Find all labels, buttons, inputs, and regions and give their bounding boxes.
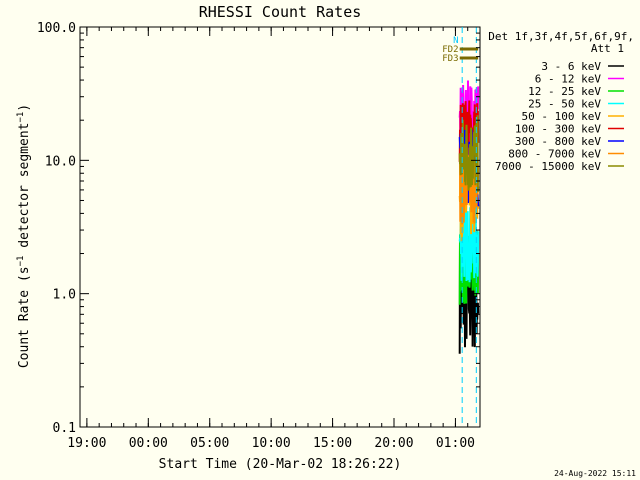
legend-label: 300 - 800 keV bbox=[515, 135, 601, 148]
x-tick-label: 20:00 bbox=[374, 436, 413, 451]
legend-attenuator: Att 1 bbox=[591, 42, 624, 55]
flag-label: FD3 bbox=[442, 54, 458, 64]
flag-label: N bbox=[453, 36, 458, 46]
y-tick-label: 100.0 bbox=[37, 21, 76, 36]
legend-label: 50 - 100 keV bbox=[522, 110, 602, 123]
y-tick-label: 0.1 bbox=[53, 421, 76, 436]
x-axis-label: Start Time (20-Mar-02 18:26:22) bbox=[159, 457, 402, 472]
legend-label: 800 - 7000 keV bbox=[508, 148, 601, 161]
legend-label: 100 - 300 keV bbox=[515, 123, 601, 136]
flag-label: FD2 bbox=[442, 45, 458, 55]
footer-timestamp: 24-Aug-2022 15:11 bbox=[554, 469, 636, 478]
legend-label: 12 - 25 keV bbox=[528, 85, 601, 98]
x-tick-label: 15:00 bbox=[313, 436, 352, 451]
series-line bbox=[458, 115, 480, 192]
chart-title: RHESSI Count Rates bbox=[199, 3, 362, 21]
legend-label: 6 - 12 keV bbox=[535, 73, 602, 86]
legend: Det 1f,3f,4f,5f,6f,9f, Att 1 3 - 6 keV6 … bbox=[488, 30, 634, 173]
y-label-sup: −1 bbox=[16, 112, 26, 123]
y-label-sup: −1 bbox=[16, 256, 26, 267]
marker-layer bbox=[461, 27, 477, 427]
y-axis-label: Count Rate (s−1 detector segment−1) bbox=[16, 104, 32, 368]
x-tick-label: 05:00 bbox=[190, 436, 229, 451]
x-tick-label: 00:00 bbox=[129, 436, 168, 451]
y-label-part: detector segment bbox=[17, 123, 32, 256]
x-axis: 19:00 00:00 05:00 10:00 15:00 20:00 01:00 bbox=[67, 27, 481, 451]
y-tick-label: 10.0 bbox=[45, 154, 76, 169]
legend-label: 7000 - 15000 keV bbox=[495, 160, 601, 173]
y-tick-label: 1.0 bbox=[53, 288, 76, 303]
y-axis: 0.1 1.0 10.0 100.0 bbox=[37, 21, 480, 436]
legend-detectors: Det 1f,3f,4f,5f,6f,9f, bbox=[488, 30, 634, 43]
y-label-part: Count Rate (s bbox=[17, 266, 32, 368]
y-label-part: ) bbox=[17, 104, 32, 112]
legend-label: 25 - 50 keV bbox=[528, 98, 601, 111]
series-layer bbox=[458, 80, 480, 354]
x-tick-label: 10:00 bbox=[252, 436, 291, 451]
x-tick-label: 01:00 bbox=[436, 436, 475, 451]
x-tick-label: 19:00 bbox=[67, 436, 106, 451]
legend-label: 3 - 6 keV bbox=[541, 60, 601, 73]
plot-frame bbox=[79, 26, 481, 428]
